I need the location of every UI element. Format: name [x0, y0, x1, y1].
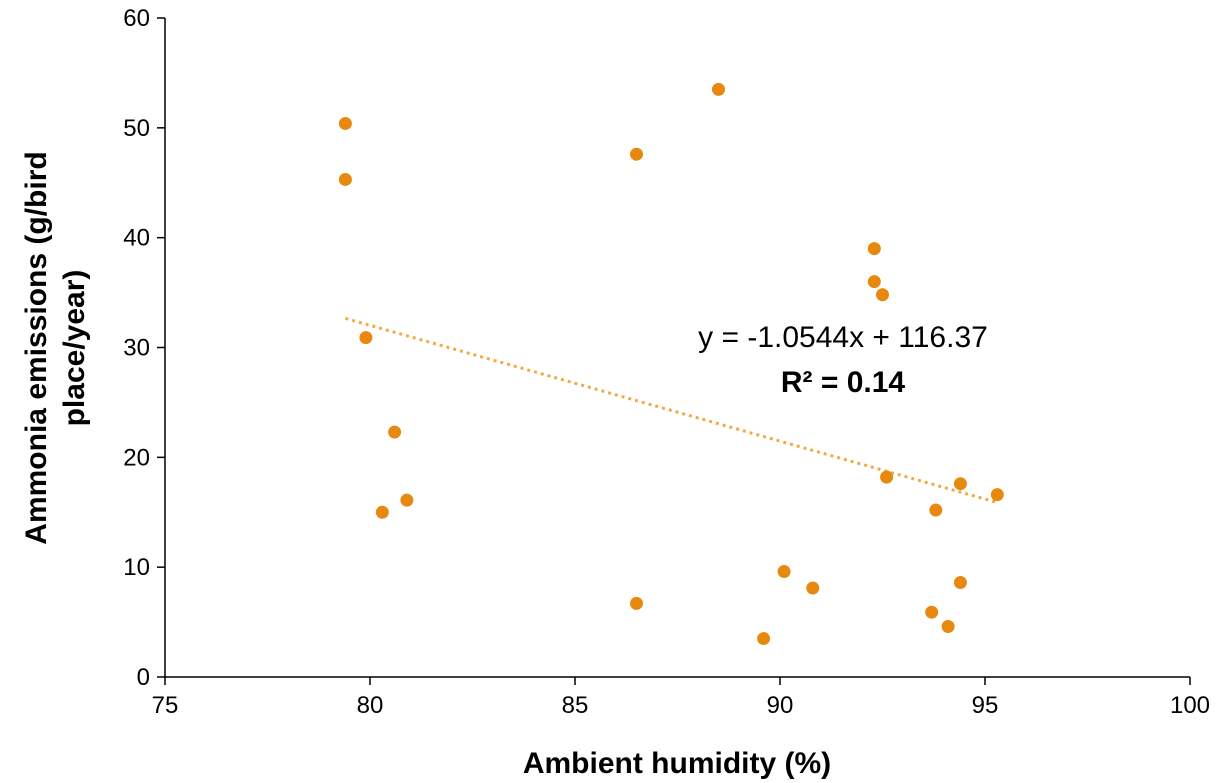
data-point [712, 82, 725, 96]
data-point [953, 477, 967, 491]
y-tick-label: 30 [123, 335, 150, 362]
data-point [630, 147, 643, 161]
x-tick-label: 95 [972, 692, 999, 719]
data-point [941, 619, 955, 633]
y-tick-label: 0 [137, 664, 150, 691]
y-axis-title-line-1: Ammonia emissions (g/bird [20, 151, 53, 544]
data-point [777, 565, 791, 579]
y-ticks: 0 10 20 30 40 50 60 [123, 5, 165, 691]
y-axis-title-line-2: place/year) [58, 270, 91, 427]
trendline-r-squared: R² = 0.14 [781, 366, 906, 399]
data-point [388, 425, 402, 439]
y-axis-title: Ammonia emissions (g/bird place/year) [20, 151, 91, 544]
y-tick-label: 20 [123, 444, 150, 471]
x-tick-label: 85 [562, 692, 589, 719]
y-tick-label: 10 [123, 554, 150, 581]
x-axis-title: Ambient humidity (%) [523, 747, 831, 780]
data-point [867, 242, 881, 256]
data-point [400, 493, 414, 507]
data-point [929, 503, 943, 517]
data-point [630, 596, 643, 610]
x-ticks: 75 80 85 90 95 100 [152, 677, 1210, 719]
x-tick-label: 100 [1170, 692, 1210, 719]
axes [164, 18, 1190, 678]
data-point [925, 605, 939, 619]
data-point [953, 576, 967, 590]
data-point [338, 172, 352, 186]
data-point [338, 116, 352, 130]
data-point [375, 505, 389, 519]
trendline [344, 316, 998, 504]
data-point [880, 470, 894, 484]
y-tick-label: 50 [123, 115, 150, 142]
data-point [876, 288, 889, 302]
data-point [867, 275, 881, 289]
y-tick-label: 40 [123, 225, 150, 252]
x-tick-label: 90 [767, 692, 794, 719]
data-point [757, 632, 771, 646]
x-tick-label: 75 [152, 692, 179, 719]
y-tick-label: 60 [123, 5, 150, 32]
data-points [338, 82, 1004, 646]
data-point [806, 581, 820, 595]
x-tick-label: 80 [357, 692, 384, 719]
trendline-equation: y = -1.0544x + 116.37 [698, 321, 988, 354]
data-point [359, 331, 373, 345]
data-point [990, 488, 1004, 502]
